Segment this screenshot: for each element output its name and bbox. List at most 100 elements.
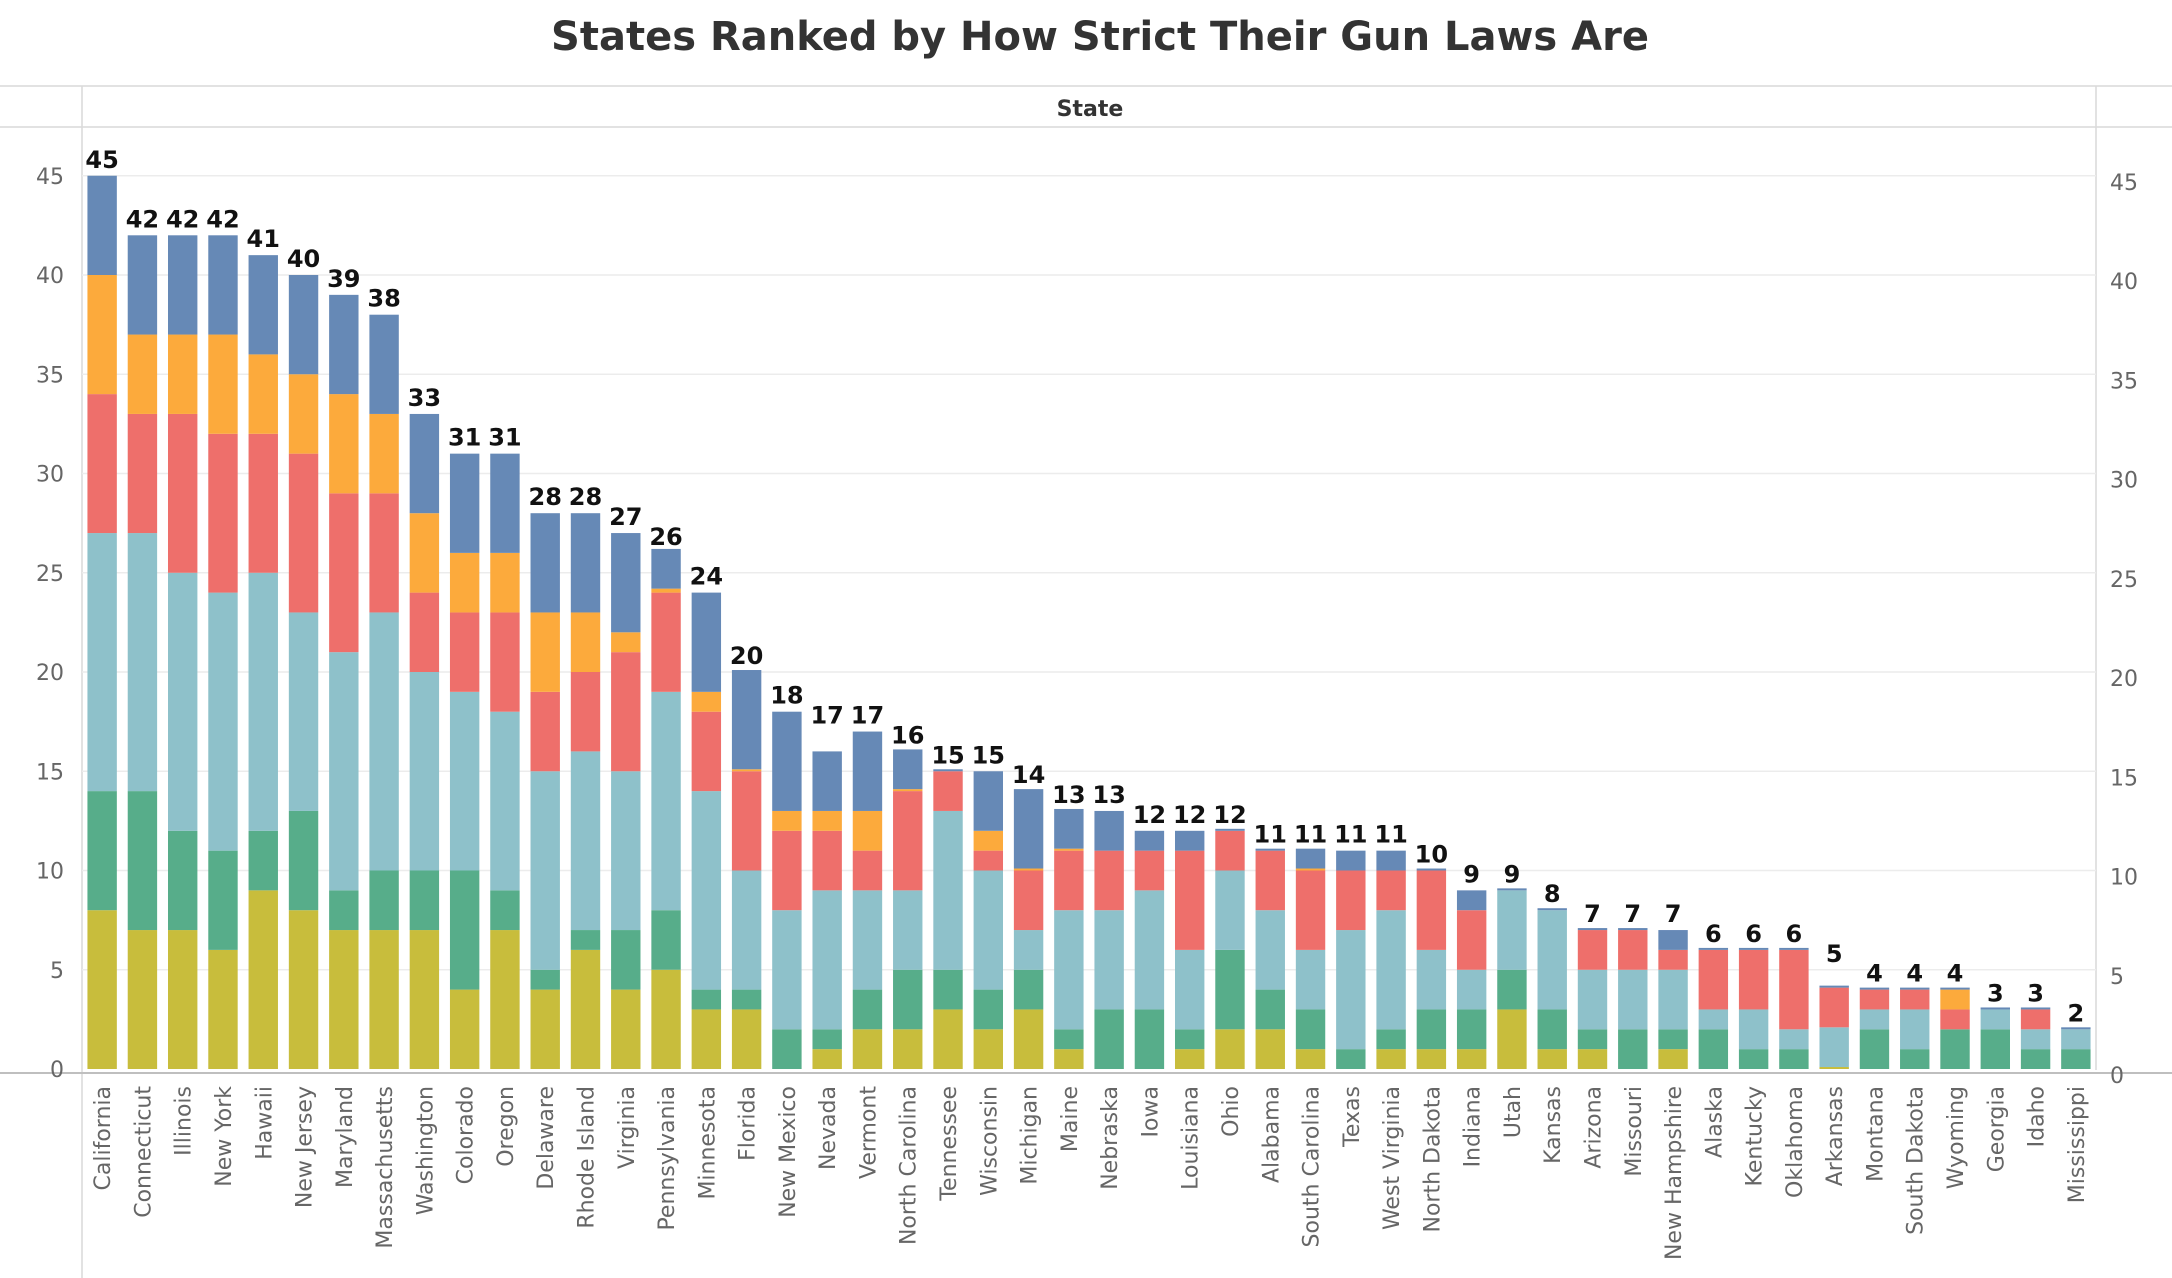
total-label: 20	[730, 642, 763, 670]
total-label: 7	[1584, 900, 1601, 928]
bar-segment	[1295, 1009, 1326, 1050]
bar-segment	[530, 969, 560, 990]
bar-segment	[1013, 969, 1044, 1010]
bar-segment	[1215, 830, 1245, 871]
bar-segment	[651, 548, 681, 589]
bar-segment	[1416, 949, 1447, 1010]
total-label: 45	[85, 146, 118, 174]
total-label: 11	[1374, 821, 1407, 849]
bar-segment	[570, 751, 601, 931]
bar-segment	[369, 930, 399, 1069]
bar-segment	[1054, 848, 1084, 851]
bar-segment	[127, 235, 158, 335]
bar-segment	[1577, 969, 1608, 1030]
bar-segment	[933, 810, 963, 970]
bar-segment	[1094, 910, 1124, 1010]
y-tick-label-left: 25	[36, 562, 64, 587]
bar-segment	[1940, 989, 1970, 1010]
bar-segment	[852, 810, 883, 851]
bar-segment	[1456, 890, 1487, 911]
bar-segment	[973, 870, 1004, 990]
bar-segment	[1295, 1049, 1326, 1069]
total-label: 39	[327, 265, 360, 293]
bar-segment	[570, 513, 601, 613]
bar-segment	[1779, 947, 1809, 950]
bar-segment	[1900, 987, 1930, 990]
bar-segment	[731, 870, 762, 990]
y-tick-label-right: 25	[2110, 568, 2138, 593]
total-label: 4	[1906, 960, 1923, 988]
total-label: 7	[1665, 900, 1682, 928]
total-label: 38	[367, 285, 400, 313]
bar-segment	[1577, 1049, 1608, 1069]
bar-segment	[1537, 910, 1567, 1010]
total-label: 13	[1052, 781, 1085, 809]
bar-segment	[1456, 1009, 1487, 1050]
category-label: Alabama	[1259, 1086, 1284, 1183]
bar-segment	[1819, 1067, 1849, 1069]
category-label: Georgia	[1984, 1086, 2009, 1172]
y-tick-label-right: 20	[2110, 667, 2138, 692]
bar-segment	[570, 949, 601, 1069]
bar-segment	[1174, 1029, 1205, 1050]
bar-segment	[449, 691, 480, 871]
bar-segment	[1215, 1029, 1245, 1069]
bar-segment	[530, 989, 560, 1069]
bar-segment	[248, 354, 278, 434]
bar-segment	[1859, 989, 1890, 1010]
category-label: West Virginia	[1380, 1086, 1405, 1230]
bar-segment	[449, 612, 480, 692]
category-label: New Mexico	[776, 1086, 801, 1218]
bar-segment	[611, 771, 641, 931]
total-label: 17	[810, 702, 843, 730]
total-label: 13	[1092, 781, 1125, 809]
bar-segment	[530, 771, 560, 970]
total-label: 17	[851, 702, 884, 730]
bar-segment	[651, 910, 681, 970]
total-label: 41	[247, 225, 280, 253]
bar-segment	[691, 711, 722, 792]
bar-segment	[449, 552, 480, 613]
bar-segment	[369, 493, 399, 613]
bar-segment	[1215, 828, 1245, 831]
bar-segment	[248, 890, 278, 1069]
category-label: Louisiana	[1179, 1086, 1204, 1190]
bar-segment	[1738, 947, 1769, 950]
bar-segment	[893, 1029, 923, 1069]
bar-segment	[852, 731, 883, 811]
bar-segment	[651, 592, 681, 692]
y-tick-label-right: 40	[2110, 270, 2138, 295]
bar-segment	[973, 830, 1004, 851]
bar-segment	[1336, 870, 1366, 931]
y-tick-label-right: 0	[2110, 1064, 2124, 1089]
bar-segment	[1537, 1009, 1567, 1050]
bar-segment	[852, 890, 883, 990]
category-label: Virginia	[615, 1086, 640, 1169]
bar-segment	[1013, 870, 1044, 931]
bar-segment	[570, 930, 601, 950]
bar-segment	[1416, 1049, 1447, 1069]
y-tick-label-left: 35	[36, 363, 64, 388]
bar-segment	[691, 791, 722, 990]
y-tick-label-left: 45	[36, 165, 64, 190]
bar-segment	[1698, 949, 1729, 1010]
bar-segment	[1134, 830, 1165, 851]
y-tick-label-right: 15	[2110, 766, 2138, 791]
bar-segment	[208, 235, 238, 335]
bar-segment	[369, 612, 399, 871]
bar-segment	[1255, 910, 1285, 990]
category-label: Indiana	[1461, 1086, 1486, 1167]
column-header: State	[1057, 97, 1124, 122]
bar-segment	[1054, 910, 1084, 1030]
category-label: Nevada	[816, 1086, 841, 1170]
total-label: 11	[1254, 821, 1287, 849]
bar-segment	[611, 652, 641, 772]
bar-segment	[691, 989, 722, 1010]
bar-segment	[973, 989, 1004, 1030]
category-label: Pennsylvania	[655, 1086, 680, 1231]
total-label: 42	[206, 205, 239, 233]
bar-segment	[651, 588, 681, 593]
bar-segment	[611, 533, 641, 633]
bar-segment	[1698, 947, 1729, 950]
category-label: Arizona	[1582, 1086, 1607, 1169]
